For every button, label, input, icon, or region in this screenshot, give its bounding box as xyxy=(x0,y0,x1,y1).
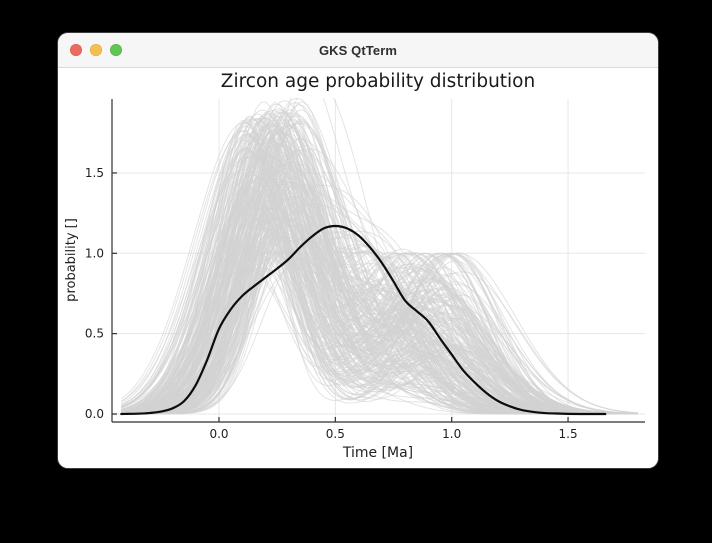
x-tick-label: 0.5 xyxy=(326,427,345,441)
ensemble-curve xyxy=(121,109,638,415)
x-tick-label: 1.0 xyxy=(442,427,461,441)
x-tick-label: 1.5 xyxy=(559,427,578,441)
plot-area: 0.0 0.5 1.0 1.5 0.0 0.5 1.0 1.5 Zircon age prob… xyxy=(58,68,658,468)
y-axis-label: probability [] xyxy=(64,218,79,302)
ensemble-curve xyxy=(121,257,638,415)
mean-layer xyxy=(120,224,607,416)
ensemble-curve xyxy=(121,179,638,415)
y-tick-label: 0.5 xyxy=(85,327,104,341)
minimize-button[interactable] xyxy=(90,44,102,56)
gks-qtterm-window: GKS QtTerm 0.0 0.5 1.0 1.5 0.0 0.5 1.0 1.5 Zirc… xyxy=(58,33,658,468)
chart-canvas: 0.0 0.5 1.0 1.5 0.0 0.5 1.0 1.5 Zircon age prob… xyxy=(64,71,645,461)
zoom-button[interactable] xyxy=(110,44,122,56)
window-title: GKS QtTerm xyxy=(318,42,398,58)
ensemble-curve xyxy=(121,167,638,415)
ensemble-layer xyxy=(120,98,638,415)
chart-title: Zircon age probability distribution xyxy=(221,71,535,92)
x-axis-label: Time [Ma] xyxy=(342,445,413,461)
x-tick-label: 0.0 xyxy=(209,427,228,441)
mean-curve xyxy=(120,224,607,416)
ensemble-curve xyxy=(121,221,638,415)
window-titlebar[interactable]: GKS QtTerm xyxy=(58,33,658,68)
y-tick-label: 0.0 xyxy=(85,407,104,421)
y-tick-label: 1.5 xyxy=(85,166,104,180)
ensemble-curve xyxy=(121,150,638,415)
close-button[interactable] xyxy=(70,44,82,56)
ensemble-curve xyxy=(121,201,638,415)
y-tick-label: 1.0 xyxy=(85,246,104,260)
window-controls xyxy=(70,33,122,67)
ensemble-curve xyxy=(121,198,638,415)
axis-layer: 0.0 0.5 1.0 1.5 0.0 0.5 1.0 1.5 xyxy=(85,99,645,441)
ensemble-curve xyxy=(121,163,638,415)
